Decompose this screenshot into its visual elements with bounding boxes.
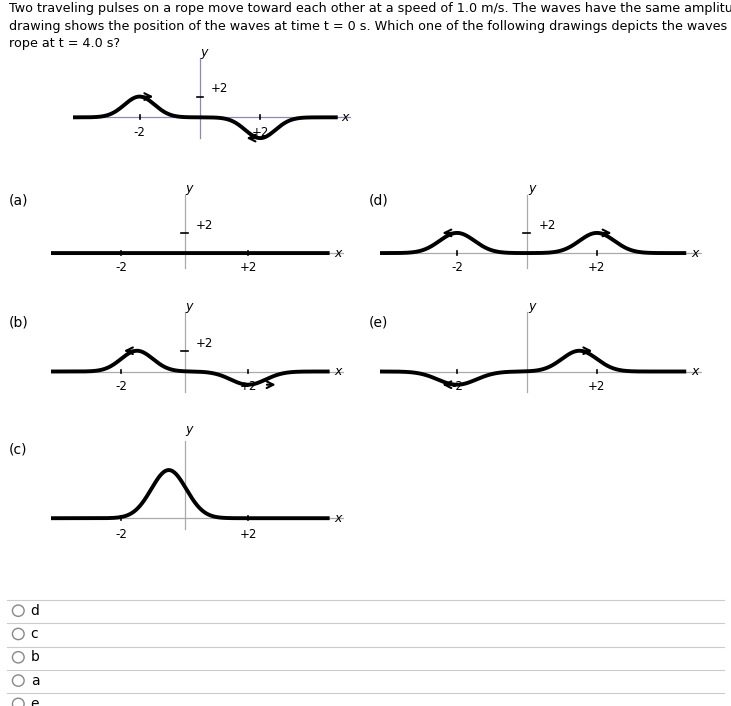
Text: +2: +2	[588, 380, 605, 393]
Text: Two traveling pulses on a rope move toward each other at a speed of 1.0 m/s. The: Two traveling pulses on a rope move towa…	[9, 2, 731, 15]
Text: (b): (b)	[9, 316, 29, 330]
Text: b: b	[31, 650, 39, 664]
Text: y: y	[186, 300, 193, 313]
Text: drawing shows the position of the waves at time t = 0 s. Which one of the follow: drawing shows the position of the waves …	[9, 20, 731, 32]
Text: x: x	[342, 111, 349, 124]
Text: x: x	[692, 365, 699, 378]
Text: (c): (c)	[9, 442, 27, 456]
Text: y: y	[201, 46, 208, 59]
Text: +2: +2	[251, 126, 269, 138]
Text: y: y	[186, 182, 193, 195]
Text: -2: -2	[451, 261, 463, 274]
Text: +2: +2	[196, 219, 213, 232]
Text: +2: +2	[196, 337, 213, 349]
Text: +2: +2	[539, 219, 556, 232]
Text: +2: +2	[240, 261, 257, 274]
Text: -2: -2	[115, 261, 127, 274]
Text: e: e	[31, 697, 39, 706]
Text: (e): (e)	[369, 316, 389, 330]
Text: +2: +2	[240, 380, 257, 393]
Text: x: x	[692, 246, 699, 260]
Text: y: y	[529, 182, 536, 195]
Text: +2: +2	[240, 528, 257, 541]
Text: x: x	[334, 365, 341, 378]
Text: y: y	[186, 423, 193, 436]
Text: d: d	[31, 604, 39, 618]
Text: -2: -2	[451, 380, 463, 393]
Text: -2: -2	[115, 380, 127, 393]
Text: (a): (a)	[9, 193, 29, 208]
Text: a: a	[31, 674, 39, 688]
Text: -2: -2	[134, 126, 145, 138]
Text: rope at t = 4.0 s?: rope at t = 4.0 s?	[9, 37, 120, 50]
Text: +2: +2	[588, 261, 605, 274]
Text: c: c	[31, 627, 38, 641]
Text: y: y	[529, 300, 536, 313]
Text: (d): (d)	[369, 193, 389, 208]
Text: +2: +2	[211, 83, 228, 95]
Text: x: x	[334, 246, 341, 260]
Text: x: x	[334, 512, 341, 525]
Text: -2: -2	[115, 528, 127, 541]
